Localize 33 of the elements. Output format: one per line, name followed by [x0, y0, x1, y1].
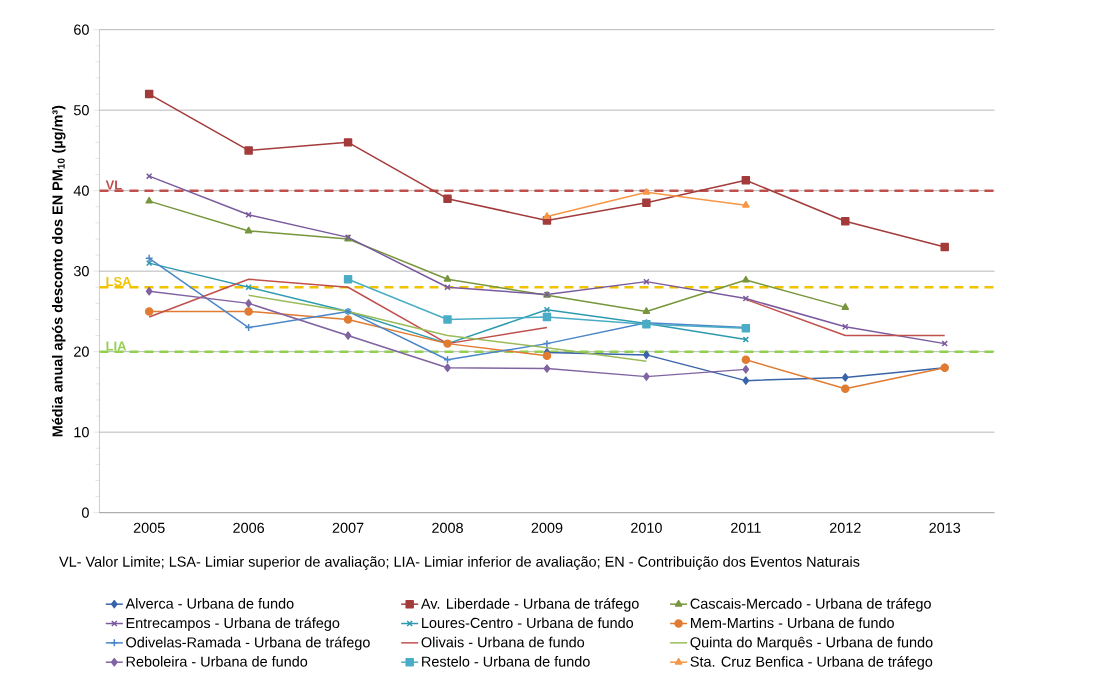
- text: VL- Valor Limite; LSA- Limiar superior de avaliação; LIA- Limiar inferior de avaliação; EN - Contribuição dos Eventos Naturais: [59, 556, 860, 570]
- x-tick-label: 2006: [233, 522, 265, 533]
- y-tick-label: 40: [73, 185, 89, 196]
- legend-label: Entrecampos - Urbana de tráfego: [126, 617, 340, 631]
- y-tick-label: 30: [73, 266, 89, 277]
- x-tick-label: 2007: [332, 522, 364, 533]
- legend-label: Cascais-Mercado - Urbana de tráfego: [690, 597, 931, 612]
- x-tick-label: 2013: [929, 522, 961, 533]
- legend-label: Mem-Martins - Urbana de fundo: [691, 617, 894, 629]
- x-tick-label: 2012: [829, 522, 861, 533]
- legend-label: Alverca - Urbana de fundo: [125, 598, 294, 609]
- ref-line-label: LSA: [106, 276, 132, 287]
- legend-label: Odivelas-Ramada - Urbana de tráfego: [126, 636, 370, 651]
- x-tick-label: 2011: [731, 522, 761, 533]
- y-axis-title: Média anual após desconto dos EN PM$_{10}$ (µg/m³): [51, 105, 66, 437]
- legend-label: Restelo - Urbana de fundo: [422, 656, 590, 667]
- x-tick-label: 2009: [531, 522, 563, 533]
- x-tick-label: 2008: [432, 522, 463, 533]
- legend-label: Av. Liberdade - Urbana de tráfego: [420, 597, 639, 612]
- y-tick-label: 50: [73, 105, 89, 116]
- y-tick-label: 0: [81, 507, 89, 518]
- legend-label: Loures-Centro - Urbana de fundo: [422, 617, 634, 629]
- legend-label: Quinta do Marquês - Urbana de fundo: [690, 636, 933, 651]
- y-tick-label: 10: [74, 427, 89, 438]
- legend-label: Olivais - Urbana de fundo: [421, 636, 585, 648]
- ref-line-label: LIA: [106, 341, 127, 351]
- y-tick-label: 20: [74, 346, 89, 357]
- legend-label: Sta. Cruz Benfica - Urbana de tráfego: [690, 656, 933, 670]
- x-tick-label: 2005: [133, 522, 165, 533]
- y-tick-label: 60: [74, 24, 89, 35]
- x-tick-label: 2010: [631, 522, 662, 533]
- ref-line-label: VL: [105, 180, 122, 190]
- legend-label: Reboleira - Urbana de fundo: [126, 656, 308, 667]
